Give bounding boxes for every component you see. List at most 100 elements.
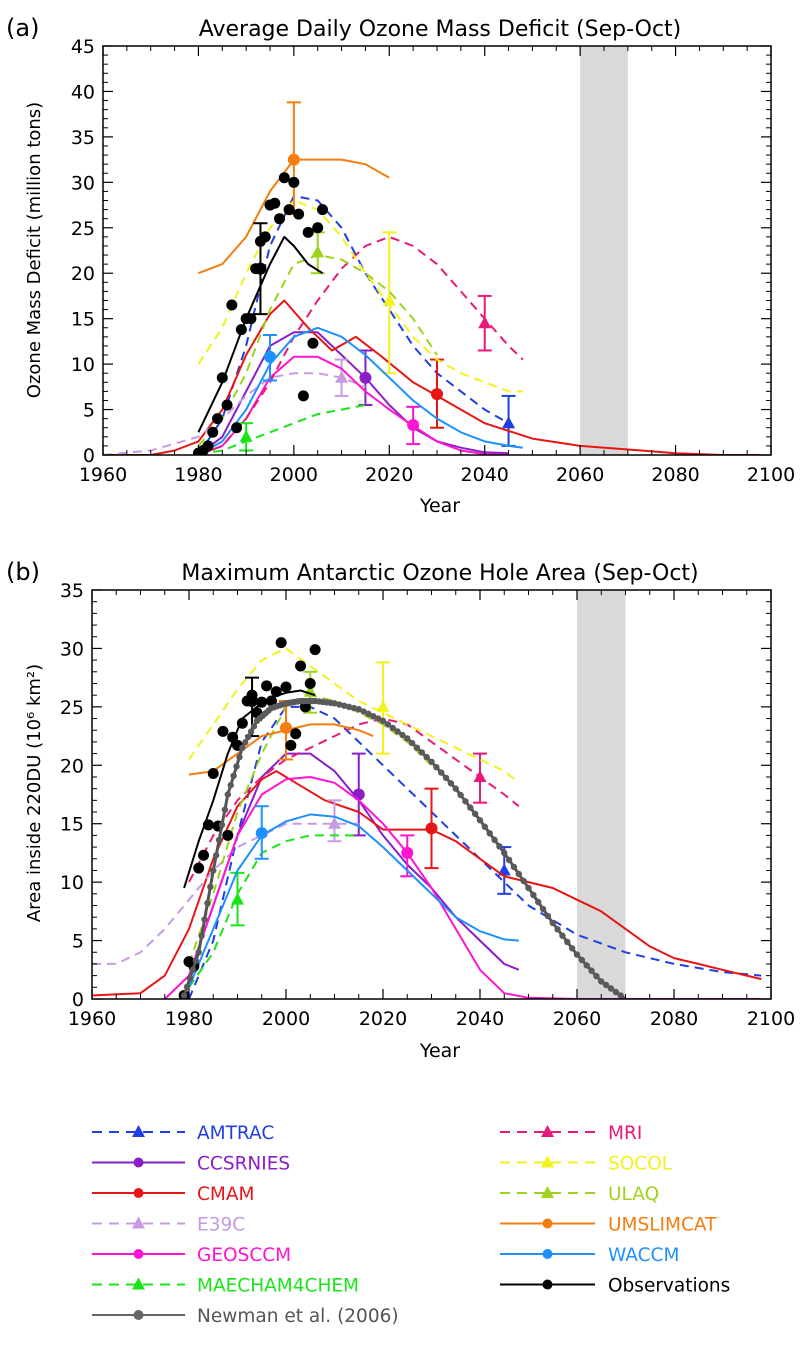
legend-label-observations: Observations xyxy=(608,1276,730,1297)
p1-marker-ccsrnies xyxy=(352,788,365,801)
p1-newman-dot xyxy=(535,898,542,906)
p0-error-bar-e39c xyxy=(334,358,349,397)
p1-newman-dot xyxy=(210,867,217,874)
p0-x-tick-label: 2080 xyxy=(651,464,699,486)
p0-series-line-waccm xyxy=(197,326,524,455)
p1-newman-dot xyxy=(201,916,208,923)
p1-series-line-geosccm xyxy=(164,776,762,999)
legend-item-umslimcat: UMSLIMCAT xyxy=(500,1215,717,1236)
panel-b: (b) Maximum Antarctic Ozone Hole Area (S… xyxy=(6,558,795,1062)
p1-series-line-socol xyxy=(188,647,520,784)
p1-marker-waccm xyxy=(255,827,268,840)
p1-error-bar-e39c xyxy=(327,799,342,843)
p1-newman-dot xyxy=(204,899,211,907)
p1-newman-dot xyxy=(505,856,513,864)
p0-marker-observations xyxy=(254,262,267,275)
p1-newman-dot xyxy=(183,983,191,991)
panel-b-xlabel: Year xyxy=(419,1040,460,1062)
p1-x-tick-label: 1980 xyxy=(165,1008,213,1030)
p1-series-line-umslimcat xyxy=(188,723,374,776)
p1-newman-dot xyxy=(457,791,464,799)
p1-newman-dot xyxy=(336,701,343,708)
p1-observation-point xyxy=(275,637,287,649)
p1-marker-mri xyxy=(473,769,487,782)
p0-observation-point xyxy=(202,440,214,452)
p1-newman-dot xyxy=(404,735,411,742)
p0-observation-point xyxy=(297,390,309,402)
p0-shaded-band xyxy=(580,46,628,455)
p1-series-line-e39c xyxy=(92,822,359,965)
p1-marker-amtrac xyxy=(497,863,511,876)
p0-observation-point xyxy=(269,197,281,209)
p0-marker-mri xyxy=(478,316,492,329)
p1-newman-dot xyxy=(433,763,440,771)
p1-y-tick-label: 10 xyxy=(60,872,84,894)
p0-x-tick-label: 1980 xyxy=(174,464,222,486)
p1-error-bar-waccm xyxy=(254,805,269,860)
p1-newman-dot xyxy=(189,966,197,973)
p1-newman-dot xyxy=(617,992,624,999)
p0-error-bar-geosccm xyxy=(406,405,421,446)
p0-series-line-socol xyxy=(197,199,523,393)
p1-newman-dot xyxy=(413,744,421,751)
legend-item-mri: MRI xyxy=(500,1123,642,1144)
p1-marker-umslimcat xyxy=(280,721,292,734)
p1-marker-geosccm xyxy=(401,846,414,859)
p0-observation-point xyxy=(226,299,238,311)
p0-y-tick-label: 0 xyxy=(83,445,95,467)
p1-error-bar-socol xyxy=(376,661,390,755)
p1-newman-dot xyxy=(438,769,445,776)
legend-item-maecham4chem: MAECHAM4CHEM xyxy=(92,1276,359,1297)
p0-observation-point xyxy=(316,204,328,216)
p0-series-line-ccsrnies xyxy=(197,331,509,455)
panel-a-title: Average Daily Ozone Mass Deficit (Sep-Oc… xyxy=(199,17,682,42)
legend-label-ulaq: ULAQ xyxy=(608,1184,659,1205)
panel-a-xlabel: Year xyxy=(419,495,460,517)
p1-series-line-amtrac xyxy=(188,705,762,999)
p1-observation-point xyxy=(207,767,219,779)
legend-item-cmam: CMAM xyxy=(92,1184,255,1205)
p1-y-tick-label: 5 xyxy=(72,931,84,953)
p0-series-line-geosccm xyxy=(198,355,509,455)
p1-newman-dot xyxy=(180,992,188,999)
panel-b-ylabel: Area inside 220DU (10⁶ km²) xyxy=(24,664,45,922)
legend-label-waccm: WACCM xyxy=(608,1245,679,1266)
p1-newman-dot xyxy=(486,830,493,837)
legend: AMTRAC CCSRNIES CMAM E39C GEOSCCM MAECHAM4CHE… xyxy=(92,1123,730,1327)
p0-error-bar-waccm xyxy=(263,334,277,382)
p1-newman-dot xyxy=(195,949,202,956)
p1-series-line-ccsrnies xyxy=(188,752,520,976)
panel-a-plot: 1960 1980 2000 2020 2040 2060 2080 210005101520… xyxy=(71,36,795,486)
p1-newman-dot xyxy=(221,806,229,813)
p1-marker-maecham4chem xyxy=(231,892,244,905)
p0-error-bar-umslimcat xyxy=(286,101,301,216)
p1-newman-dot xyxy=(230,772,237,780)
p1-y-tick-label: 15 xyxy=(60,814,84,836)
p1-newman-dot xyxy=(501,849,508,857)
p0-observation-point xyxy=(212,413,224,425)
legend-item-e39c: E39C xyxy=(92,1215,245,1236)
p0-series-line-amtrac xyxy=(197,195,510,455)
p0-observation-point xyxy=(235,324,247,336)
p1-observation-point xyxy=(256,696,268,708)
p0-x-tick-label: 2000 xyxy=(270,464,318,486)
legend-label-ccsrnies: CCSRNIES xyxy=(197,1154,290,1175)
p0-error-bar-amtrac xyxy=(501,394,516,447)
p1-x-tick-label: 2080 xyxy=(650,1008,698,1030)
p1-newman-dot xyxy=(593,972,600,980)
p0-marker-maecham4chem xyxy=(239,429,253,442)
p1-newman-dot xyxy=(384,721,392,728)
p1-newman-dot xyxy=(247,728,255,735)
p0-marker-ccsrnies xyxy=(359,371,372,384)
p0-observation-point xyxy=(221,399,233,411)
panel-a: (a) Average Daily Ozone Mass Deficit (Se… xyxy=(6,14,795,517)
legend-item-observations: Observations xyxy=(500,1276,730,1297)
p1-newman-dot xyxy=(355,705,362,713)
p1-x-tick-label: 2020 xyxy=(359,1008,407,1030)
p1-newman-dot xyxy=(239,744,246,751)
p1-observation-point xyxy=(217,725,229,737)
p1-x-tick-label: 2100 xyxy=(747,1008,795,1030)
panel-b-label: (b) xyxy=(6,558,40,586)
p1-x-tick-label: 2000 xyxy=(262,1008,310,1030)
p0-observation-point xyxy=(283,204,295,216)
